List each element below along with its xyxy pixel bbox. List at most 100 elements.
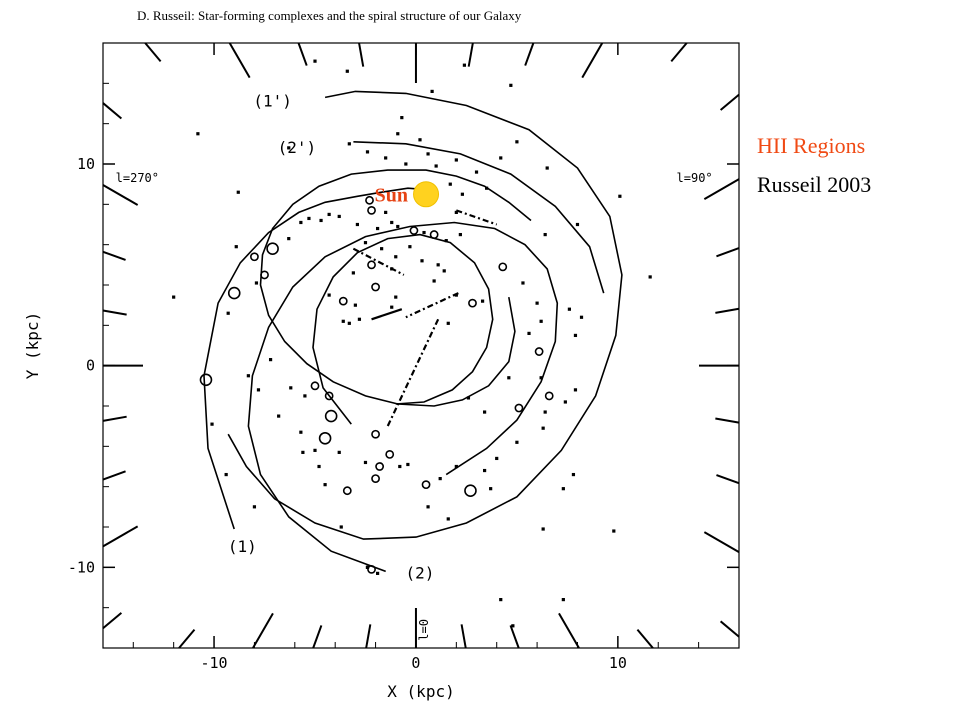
segment-line [405, 292, 459, 319]
hii-point [371, 282, 380, 292]
hii-point [390, 267, 394, 271]
border-tick [715, 307, 740, 314]
hii-point [515, 140, 519, 144]
border-tick [670, 42, 688, 63]
segment-line [386, 318, 440, 427]
border-tick [703, 531, 740, 554]
x-tick-label: -10 [201, 654, 228, 672]
hii-point [535, 301, 539, 305]
hii-point [483, 410, 487, 414]
hii-point [318, 431, 332, 445]
hii-point [563, 400, 567, 404]
hii-point [289, 386, 293, 390]
border-tick [102, 612, 123, 630]
hii-point [534, 347, 544, 356]
hii-point [539, 319, 543, 323]
sun-label: Sun [375, 184, 408, 206]
hii-point [394, 295, 398, 299]
border-tick [716, 247, 740, 258]
spiral-arm-line [203, 187, 435, 530]
hii-point [299, 430, 303, 434]
border-tick [581, 42, 604, 79]
hii-point [462, 63, 467, 67]
hii-point [351, 271, 355, 275]
hii-point [342, 486, 352, 496]
hii-point [371, 429, 380, 439]
axes: -10 0 10 -10 0 10 X (kpc) Y (kpc) [23, 42, 740, 701]
longitude-label: l=270° [116, 171, 159, 185]
hii-point [515, 440, 519, 444]
border-tick [719, 93, 740, 111]
hii-point [400, 116, 404, 120]
border-tick [252, 612, 274, 649]
hii-point [236, 190, 240, 194]
hii-point [561, 487, 565, 491]
hii-point [363, 241, 368, 245]
hii-point [327, 212, 331, 217]
hii-point [495, 456, 499, 461]
hii-point [507, 376, 511, 380]
hii-regions [172, 59, 652, 628]
hii-point [454, 293, 458, 297]
segment-line [371, 308, 403, 321]
border-tick [102, 309, 127, 316]
hii-point [339, 525, 343, 529]
border-tick [178, 628, 196, 649]
hii-point [466, 396, 471, 400]
hii-point [539, 376, 543, 380]
segment-line [352, 247, 405, 276]
hii-point [454, 158, 458, 162]
segment-line [455, 209, 498, 226]
hii-point [422, 230, 426, 235]
hii-point [375, 226, 380, 231]
hii-point [426, 505, 430, 509]
hii-point [252, 505, 257, 509]
hii-point [514, 403, 524, 413]
hii-point [430, 89, 434, 93]
hii-point [446, 517, 450, 521]
hii-point [323, 483, 327, 487]
hii-point [448, 182, 452, 186]
border-tick [102, 250, 126, 261]
hii-point [375, 571, 380, 575]
hii-point [341, 319, 345, 323]
hii-point [567, 307, 571, 311]
hii-point [353, 303, 357, 307]
hii-point [464, 484, 477, 498]
hii-point [483, 468, 487, 473]
hii-point [648, 275, 652, 279]
hii-point [324, 409, 338, 423]
border-tick [228, 42, 251, 79]
hii-point [299, 220, 303, 225]
hii-point [561, 598, 565, 602]
border-tick [460, 624, 467, 649]
caption-russeil: Russeil 2003 [757, 172, 872, 197]
hii-point [454, 464, 458, 469]
hii-point [327, 293, 331, 297]
hii-point [498, 262, 508, 272]
hii-point [527, 331, 531, 335]
hii-point [406, 462, 410, 467]
hii-point [575, 222, 580, 227]
hii-point [573, 388, 578, 392]
hii-point [317, 464, 321, 469]
arm-label: (1) [228, 537, 257, 556]
hii-point [234, 245, 238, 249]
border-tick [524, 42, 535, 66]
y-axis-label: Y (kpc) [23, 312, 42, 379]
hii-point [436, 263, 440, 267]
arm-label: (1') [253, 91, 292, 110]
border-tick [558, 612, 580, 649]
hii-point [385, 449, 395, 459]
caption-hii-regions: HII Regions [757, 133, 866, 158]
border-tick [719, 620, 740, 638]
sun-icon [413, 181, 440, 208]
hii-point [398, 464, 402, 469]
hii-point [266, 242, 279, 255]
hii-point [421, 480, 431, 490]
hii-point [319, 218, 323, 223]
border-tick [102, 470, 126, 481]
hii-point [418, 138, 422, 142]
hii-point [390, 305, 394, 309]
hii-point [543, 232, 547, 237]
